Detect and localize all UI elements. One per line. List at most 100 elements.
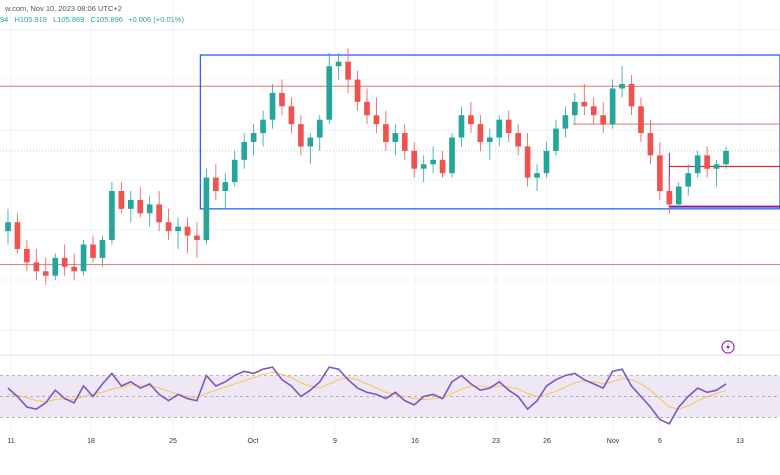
candle-body xyxy=(260,119,266,134)
candle-body xyxy=(420,164,427,169)
candle xyxy=(449,133,455,178)
candle xyxy=(383,110,389,151)
candle xyxy=(14,213,21,254)
candle xyxy=(411,141,418,178)
candle-body xyxy=(354,79,361,102)
candle xyxy=(5,208,11,245)
candle-body xyxy=(486,137,493,142)
candle xyxy=(298,115,304,156)
candle-body xyxy=(524,146,531,178)
candle xyxy=(364,88,370,125)
lightning-icon[interactable] xyxy=(721,340,735,354)
x-tick-label: 23 xyxy=(492,438,500,445)
candle-body xyxy=(118,191,125,209)
candle-body xyxy=(61,257,68,267)
candle xyxy=(127,191,134,223)
ohlc-header: w.com, Nov 10, 2023 08:06 UTC+2 94 H105.… xyxy=(0,4,184,24)
candle-body xyxy=(137,199,144,214)
candle-body xyxy=(439,159,446,174)
candle xyxy=(420,155,427,183)
candle-body xyxy=(326,66,333,120)
candle xyxy=(373,97,380,134)
candle xyxy=(279,79,285,116)
rsi-line xyxy=(7,366,727,425)
candle xyxy=(458,106,465,147)
candle xyxy=(71,253,77,281)
candle xyxy=(213,164,219,200)
x-tick-label: 16 xyxy=(411,438,419,445)
candle xyxy=(477,115,484,151)
x-tick-label: 13 xyxy=(736,438,744,445)
candle-body xyxy=(298,124,304,147)
candle xyxy=(241,133,248,169)
candle xyxy=(628,75,635,116)
candle xyxy=(137,186,144,218)
candle-body xyxy=(411,150,418,169)
candle-body xyxy=(52,257,59,276)
candle xyxy=(90,235,96,263)
candle xyxy=(80,240,87,276)
candle xyxy=(439,150,446,178)
candle xyxy=(203,168,210,245)
candle xyxy=(392,124,399,156)
candle-body xyxy=(543,150,550,174)
candle-body xyxy=(609,88,616,125)
candle-body xyxy=(269,92,276,120)
candle-body xyxy=(581,101,588,107)
candle-body xyxy=(723,150,729,165)
candle xyxy=(675,182,682,209)
candle xyxy=(260,110,266,147)
candle-body xyxy=(449,137,455,174)
candle-body xyxy=(600,115,607,125)
candle-body xyxy=(401,133,408,151)
candle xyxy=(572,92,578,125)
candle-body xyxy=(279,92,285,107)
x-tick-label: 9 xyxy=(333,438,337,445)
candle-body xyxy=(468,115,474,125)
candle-body xyxy=(307,137,314,147)
candle xyxy=(600,101,607,134)
candle-body xyxy=(647,133,654,156)
candle xyxy=(52,253,59,281)
candle-body xyxy=(628,84,635,107)
header-source: w.com, Nov 10, 2023 08:06 UTC+2 xyxy=(5,4,122,13)
x-tick-label: 11 xyxy=(7,438,14,445)
x-tick-label: 6 xyxy=(658,438,662,445)
candle-body xyxy=(80,244,87,272)
candle-body xyxy=(241,141,248,160)
candle xyxy=(619,66,625,98)
candle-body xyxy=(572,101,578,116)
candle-body xyxy=(14,222,21,249)
candle-body xyxy=(694,155,701,174)
candle xyxy=(156,191,162,232)
candle-body xyxy=(704,155,710,169)
candle-body xyxy=(99,240,106,258)
candle xyxy=(496,115,503,147)
candle-body xyxy=(90,244,96,258)
candle-body xyxy=(477,124,484,142)
candle-body xyxy=(222,182,229,192)
candle-body xyxy=(250,133,257,142)
candle xyxy=(694,150,701,178)
candle-body xyxy=(430,159,436,165)
candle xyxy=(430,146,436,174)
candle xyxy=(194,222,200,258)
candle xyxy=(553,119,559,156)
candle xyxy=(581,84,588,116)
candle xyxy=(713,159,720,187)
candle-body xyxy=(165,222,172,232)
candle xyxy=(288,97,295,134)
candle-body xyxy=(685,173,692,187)
candle xyxy=(231,150,238,187)
candle-body xyxy=(657,155,663,192)
candle-body xyxy=(590,106,597,116)
candle xyxy=(146,195,153,227)
candle xyxy=(524,133,531,187)
candle-body xyxy=(109,191,115,241)
candle-body xyxy=(553,128,559,151)
candle-body xyxy=(5,222,11,232)
candle-body xyxy=(515,133,521,147)
candle xyxy=(33,248,40,281)
candle-body xyxy=(33,262,40,272)
